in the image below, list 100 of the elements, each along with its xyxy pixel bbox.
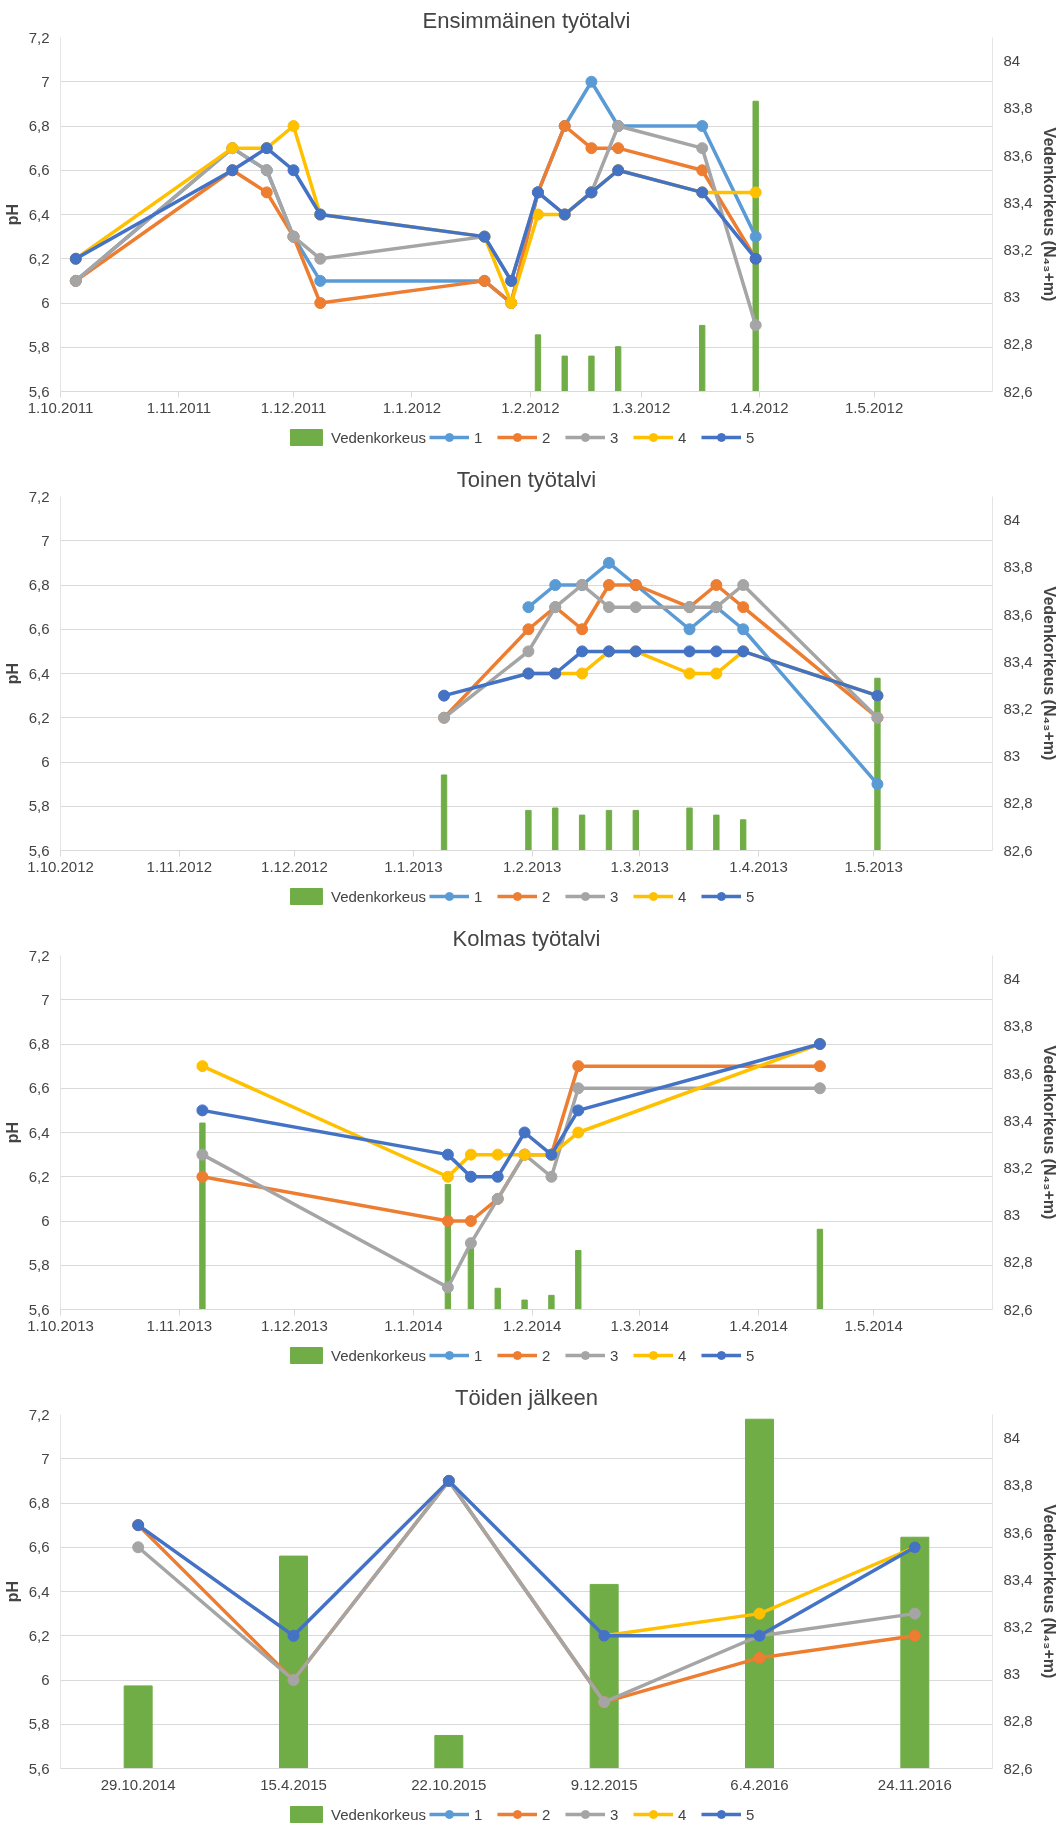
legend-label: 5 bbox=[746, 887, 756, 905]
x-tick-label: 15.4.2015 bbox=[260, 1775, 327, 1793]
y2-tick-label: 84 bbox=[1003, 52, 1021, 70]
x-tick-label: 1.5.2012 bbox=[844, 398, 904, 416]
y-tick-label: 7 bbox=[41, 1449, 50, 1467]
legend-label: 2 bbox=[542, 428, 552, 446]
legend-label: 3 bbox=[610, 428, 620, 446]
x-tick-label: 1.3.2014 bbox=[610, 1316, 669, 1334]
y2-tick-label: 83,8 bbox=[1003, 558, 1033, 576]
x-tick-label: 1.5.2013 bbox=[844, 857, 903, 875]
legend-label: Vedenkorkeus bbox=[330, 1805, 427, 1823]
y2-tick-label: 83,8 bbox=[1003, 99, 1033, 117]
y2-axis-title: Vedenkorkeus (N₄₃+m) bbox=[1040, 1504, 1058, 1679]
y2-tick-label: 84 bbox=[1003, 511, 1021, 529]
x-tick-label: 22.10.2015 bbox=[411, 1775, 487, 1793]
chart-title: Kolmas työtalvi bbox=[452, 925, 601, 951]
x-tick-label: 1.10.2011 bbox=[27, 398, 94, 416]
y-tick-label: 6,4 bbox=[28, 1123, 50, 1141]
y2-tick-label: 82,6 bbox=[1003, 1300, 1033, 1318]
y2-tick-label: 84 bbox=[1003, 970, 1021, 988]
x-tick-label: 1.5.2014 bbox=[844, 1316, 903, 1334]
y-axis-title: pH bbox=[3, 203, 21, 226]
y-tick-label: 5,8 bbox=[28, 1715, 50, 1733]
y-tick-label: 5,6 bbox=[28, 382, 50, 400]
x-tick-label: 1.12.2012 bbox=[261, 857, 328, 875]
y2-tick-label: 83,8 bbox=[1003, 1476, 1033, 1494]
x-tick-label: 6.4.2016 bbox=[730, 1775, 789, 1793]
y-tick-label: 6,2 bbox=[28, 1626, 50, 1644]
y-tick-label: 7 bbox=[41, 72, 50, 90]
y-tick-label: 7 bbox=[41, 990, 50, 1008]
y-tick-label: 5,8 bbox=[28, 797, 50, 815]
y-tick-label: 6 bbox=[41, 294, 50, 311]
y-tick-label: 6,6 bbox=[28, 1538, 50, 1556]
y2-tick-label: 82,6 bbox=[1003, 841, 1033, 859]
chart-title: Toinen työtalvi bbox=[456, 466, 597, 492]
y-tick-label: 6,8 bbox=[28, 576, 50, 593]
y-axis-title: pH bbox=[3, 662, 21, 685]
y2-tick-label: 83 bbox=[1003, 1206, 1021, 1224]
legend-label: 3 bbox=[610, 1346, 620, 1364]
legend-label: 5 bbox=[746, 428, 756, 446]
y-tick-label: 6,4 bbox=[28, 205, 50, 223]
y2-tick-label: 84 bbox=[1003, 1429, 1021, 1447]
y-tick-label: 6,8 bbox=[28, 1035, 50, 1052]
x-tick-label: 1.1.2012 bbox=[382, 398, 442, 416]
y2-tick-label: 83,4 bbox=[1003, 193, 1033, 211]
y2-tick-label: 82,8 bbox=[1003, 335, 1033, 353]
y2-tick-label: 83 bbox=[1003, 1665, 1021, 1683]
y-tick-label: 6 bbox=[41, 753, 50, 770]
y2-tick-label: 83,2 bbox=[1003, 699, 1033, 717]
chart-title: Töiden jälkeen bbox=[454, 1384, 599, 1410]
y-tick-label: 7,2 bbox=[28, 1405, 50, 1423]
legend-label: 3 bbox=[610, 1805, 620, 1823]
x-tick-label: 1.11.2013 bbox=[146, 1316, 213, 1334]
y2-tick-label: 83,2 bbox=[1003, 1617, 1033, 1635]
y2-tick-label: 83,4 bbox=[1003, 652, 1033, 670]
y2-tick-label: 83,8 bbox=[1003, 1017, 1033, 1035]
x-tick-label: 1.2.2014 bbox=[503, 1316, 562, 1334]
y2-tick-label: 83,4 bbox=[1003, 1570, 1033, 1588]
y2-axis-title: Vedenkorkeus (N₄₃+m) bbox=[1040, 586, 1058, 761]
y2-tick-label: 83,6 bbox=[1003, 1064, 1033, 1082]
x-tick-label: 1.2.2012 bbox=[501, 398, 560, 416]
y2-tick-label: 83,2 bbox=[1003, 240, 1033, 258]
y-tick-label: 6,6 bbox=[28, 161, 50, 179]
x-tick-label: 1.4.2013 bbox=[729, 857, 788, 875]
y2-tick-label: 82,8 bbox=[1003, 1253, 1033, 1271]
y2-tick-label: 83,2 bbox=[1003, 1158, 1033, 1176]
legend-label: 4 bbox=[678, 887, 688, 905]
y-tick-label: 6,2 bbox=[28, 249, 50, 267]
y-tick-label: 6,4 bbox=[28, 1582, 50, 1600]
legend-label: 1 bbox=[474, 887, 484, 905]
legend-label: 2 bbox=[542, 1346, 552, 1364]
y-tick-label: 5,8 bbox=[28, 1256, 50, 1274]
x-tick-label: 1.10.2013 bbox=[27, 1316, 94, 1334]
y-tick-label: 5,6 bbox=[28, 1759, 50, 1777]
legend-label: 2 bbox=[542, 1805, 552, 1823]
y2-axis-title: Vedenkorkeus (N₄₃+m) bbox=[1040, 1045, 1058, 1220]
y-tick-label: 6 bbox=[41, 1671, 50, 1688]
x-tick-label: 9.12.2015 bbox=[570, 1775, 638, 1793]
y2-tick-label: 82,6 bbox=[1003, 1759, 1033, 1777]
legend-label: 3 bbox=[610, 887, 620, 905]
y-tick-label: 7 bbox=[41, 531, 50, 549]
y-tick-label: 5,8 bbox=[28, 338, 50, 356]
x-tick-label: 29.10.2014 bbox=[100, 1775, 176, 1793]
y2-tick-label: 82,8 bbox=[1003, 794, 1033, 812]
y-tick-label: 6,6 bbox=[28, 1079, 50, 1097]
legend-label: 1 bbox=[474, 428, 484, 446]
x-tick-label: 1.12.2013 bbox=[261, 1316, 328, 1334]
y-tick-label: 6 bbox=[41, 1212, 50, 1229]
y-tick-label: 7,2 bbox=[28, 487, 50, 505]
y2-tick-label: 83,6 bbox=[1003, 146, 1033, 164]
legend-label: Vedenkorkeus bbox=[330, 1346, 427, 1364]
legend-label: 5 bbox=[746, 1805, 756, 1823]
y2-axis-title: Vedenkorkeus (N₄₃+m) bbox=[1040, 127, 1058, 302]
x-tick-label: 1.1.2013 bbox=[384, 857, 443, 875]
x-tick-label: 1.4.2012 bbox=[730, 398, 789, 416]
x-tick-label: 1.2.2013 bbox=[503, 857, 562, 875]
y-axis-title: pH bbox=[3, 1121, 21, 1144]
legend-label: 5 bbox=[746, 1346, 756, 1364]
x-tick-label: 1.1.2014 bbox=[384, 1316, 443, 1334]
x-tick-label: 24.11.2016 bbox=[877, 1775, 952, 1793]
